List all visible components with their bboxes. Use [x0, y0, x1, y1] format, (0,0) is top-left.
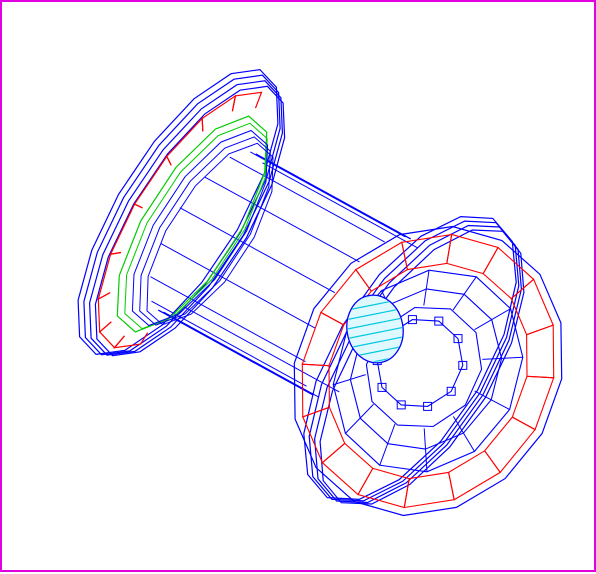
right-face-tab [446, 386, 456, 396]
right-face-spoke [474, 308, 511, 331]
beam-pipe-opening [346, 294, 404, 364]
right-face-spoke [333, 374, 366, 386]
right-face-tab [458, 360, 468, 370]
right-face-ring [293, 225, 563, 517]
right-face-spoke [423, 428, 428, 472]
right-endcap [293, 215, 563, 517]
right-face-spoke [345, 403, 374, 434]
right-calorimeter-module [446, 233, 499, 275]
right-face-spoke [474, 390, 510, 410]
right-calorimeter-module [301, 311, 345, 367]
right-face-spoke [482, 356, 523, 360]
barrel-edge-line [255, 153, 412, 240]
barrel-edge-line [157, 309, 314, 396]
left-inner-ring [146, 142, 274, 326]
barrel-stave-line [250, 151, 406, 238]
right-endcap-outer-ring [308, 220, 520, 502]
barrel-stave-line [163, 311, 319, 398]
barrel-stave-line [150, 276, 306, 363]
right-calorimeter-module [403, 471, 455, 509]
left-green-ring [116, 115, 268, 333]
right-endcap-outer-ring [303, 215, 517, 501]
right-face-spoke [423, 270, 430, 306]
left-endcap-outer-ring [88, 80, 284, 356]
barrel-stave-line [184, 306, 340, 393]
barrel-stave-line [151, 300, 307, 387]
right-calorimeter-module [321, 442, 374, 496]
barrel-stave-line [262, 162, 418, 249]
left-endcap-outer-ring [94, 85, 286, 357]
right-face-tab [434, 316, 444, 326]
right-face-tab [453, 334, 463, 344]
left-endcap-outer-ring [77, 68, 279, 356]
right-face-spoke [379, 423, 396, 466]
barrel-stave-line [229, 156, 385, 243]
left-calorimeter-module [98, 321, 125, 349]
right-face-spoke [452, 416, 475, 452]
right-calorimeter-module [447, 450, 501, 501]
left-inner-ring [139, 136, 271, 326]
right-face-ring [376, 319, 464, 407]
left-inner-ring [131, 129, 269, 327]
left-green-ring [124, 122, 268, 330]
right-face-tab [396, 400, 406, 410]
left-calorimeter-module [201, 94, 237, 132]
right-calorimeter-module [355, 241, 409, 292]
right-face-ring [365, 306, 483, 428]
right-face-spoke [452, 276, 477, 311]
barrel-stave-line [179, 207, 336, 294]
left-calorimeter-module [231, 91, 263, 112]
right-face-tab [377, 382, 387, 392]
barrel-stave-line [160, 242, 316, 329]
left-endcap [77, 68, 286, 357]
left-calorimeter-module [97, 292, 112, 334]
barrel-stave-line [204, 176, 360, 263]
right-calorimeter-module [511, 375, 555, 431]
right-face-tab [423, 401, 433, 411]
right-face-tab [407, 315, 417, 325]
barrel-cylinder [150, 151, 418, 398]
